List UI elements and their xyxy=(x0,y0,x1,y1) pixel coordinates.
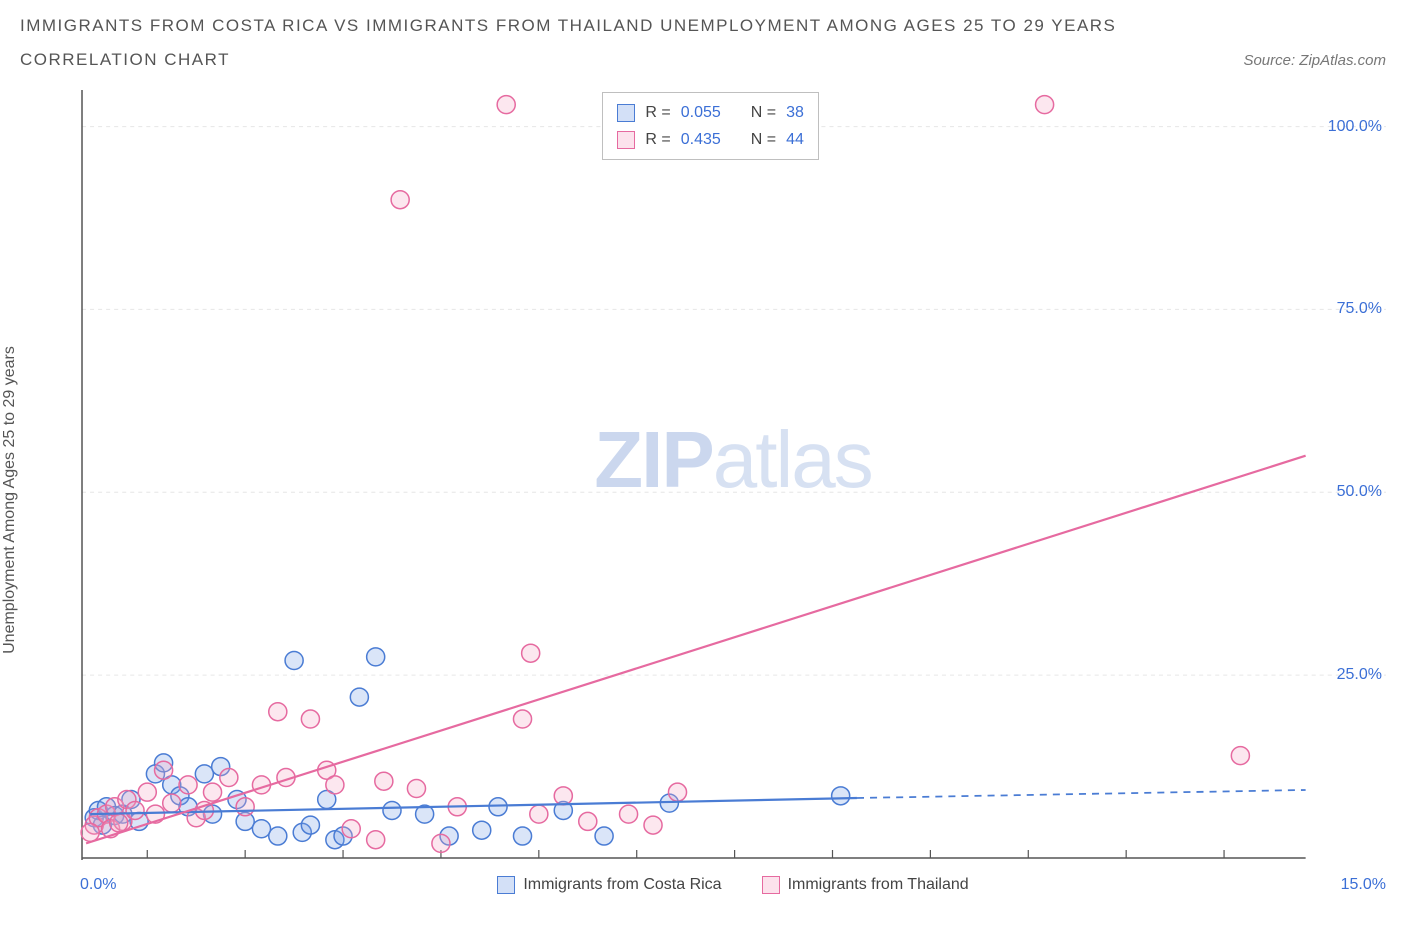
y-tick-label: 25.0% xyxy=(1337,666,1382,684)
legend-item: Immigrants from Thailand xyxy=(762,876,969,894)
y-tick-label: 75.0% xyxy=(1337,300,1382,318)
y-tick-label: 100.0% xyxy=(1328,118,1382,136)
source-credit: Source: ZipAtlas.com xyxy=(1243,52,1386,69)
chart-container: Unemployment Among Ages 25 to 29 years Z… xyxy=(20,90,1386,910)
subtitle: CORRELATION CHART xyxy=(20,50,230,70)
y-axis-label: Unemployment Among Ages 25 to 29 years xyxy=(1,346,19,654)
page-title: IMMIGRANTS FROM COSTA RICA VS IMMIGRANTS… xyxy=(20,14,1386,38)
stats-row: R =0.055N =38 xyxy=(617,99,804,126)
stats-legend-box: R =0.055N =38R =0.435N =44 xyxy=(602,92,819,160)
series-legend: Immigrants from Costa Rica Immigrants fro… xyxy=(497,876,968,894)
stats-row: R =0.435N =44 xyxy=(617,126,804,153)
x-axis-max: 15.0% xyxy=(1341,876,1386,894)
legend-item: Immigrants from Costa Rica xyxy=(497,876,721,894)
y-tick-label: 50.0% xyxy=(1337,483,1382,501)
scatter-plot: ZIPatlas R =0.055N =38R =0.435N =44 25.0… xyxy=(80,90,1386,860)
x-axis-min: 0.0% xyxy=(80,876,116,894)
